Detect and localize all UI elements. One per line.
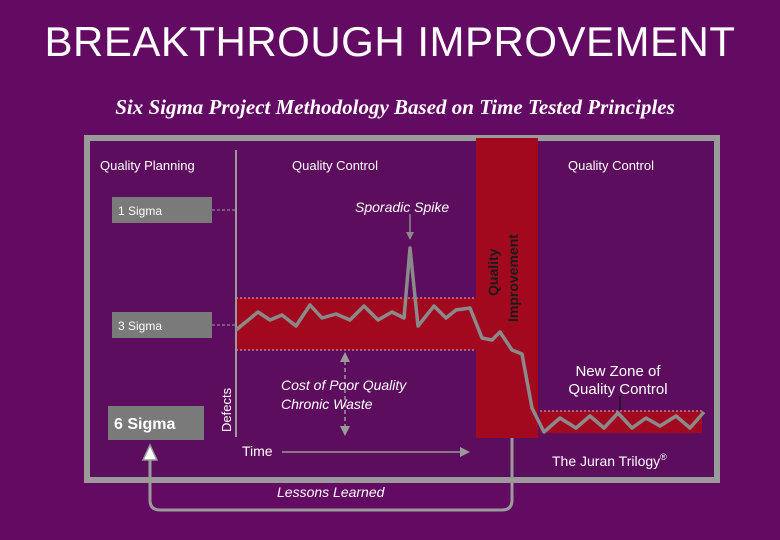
slide-subtitle: Six Sigma Project Methodology Based on T… bbox=[115, 95, 675, 119]
spike-pointer-head bbox=[406, 232, 414, 240]
six-sigma-box bbox=[108, 406, 204, 440]
quality-improvement-label-1: Quality bbox=[485, 248, 501, 296]
new-zone-label-1: New Zone of bbox=[575, 363, 661, 380]
quality-control-right-label: Quality Control bbox=[568, 158, 654, 173]
time-axis-label: Time bbox=[242, 443, 273, 459]
registered-mark: ® bbox=[660, 452, 667, 462]
one-sigma-box bbox=[112, 197, 212, 223]
process-line bbox=[234, 246, 706, 434]
lessons-loop-arrowhead bbox=[141, 443, 159, 461]
defects-axis-label: Defects bbox=[219, 387, 234, 432]
quality-improvement-label-2: Improvement bbox=[505, 234, 521, 322]
lessons-learned-label: Lessons Learned bbox=[277, 484, 386, 500]
six-sigma-label: 6 Sigma bbox=[114, 416, 175, 433]
three-sigma-box bbox=[112, 312, 212, 338]
cost-of-poor-quality-label: Cost of Poor Quality bbox=[281, 377, 407, 393]
time-axis-arrowhead bbox=[460, 447, 470, 457]
cost-arrow-down bbox=[340, 426, 350, 436]
chronic-waste-label: Chronic Waste bbox=[281, 396, 373, 412]
new-zone-label-2: Quality Control bbox=[568, 381, 667, 398]
lessons-learned-loop bbox=[148, 438, 514, 512]
juran-trilogy-label: The Juran Trilogy® bbox=[552, 452, 667, 469]
three-sigma-label: 3 Sigma bbox=[118, 319, 162, 333]
slide-title: BREAKTHROUGH IMPROVEMENT bbox=[44, 18, 736, 65]
cost-arrow-up bbox=[340, 352, 350, 362]
juran-trilogy-text: The Juran Trilogy bbox=[552, 453, 660, 469]
quality-planning-label: Quality Planning bbox=[100, 158, 195, 173]
chronic-waste-band bbox=[236, 298, 476, 350]
sporadic-spike-label: Sporadic Spike bbox=[355, 199, 449, 215]
new-zone-band bbox=[540, 411, 702, 433]
quality-control-left-label: Quality Control bbox=[292, 158, 378, 173]
one-sigma-label: 1 Sigma bbox=[118, 204, 162, 218]
